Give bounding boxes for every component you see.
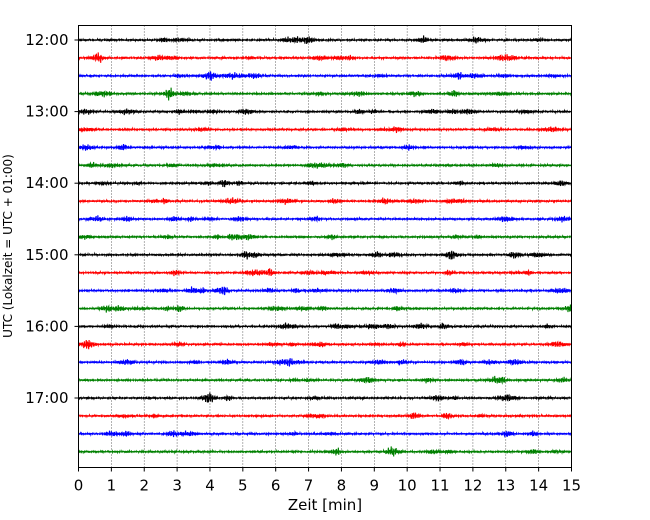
trace-line xyxy=(78,304,573,313)
trace-line xyxy=(77,144,572,152)
trace-line xyxy=(77,108,572,116)
x-tick-label: 13 xyxy=(496,477,515,495)
x-tick-label: 3 xyxy=(172,477,182,495)
trace-line xyxy=(78,161,573,169)
trace-line xyxy=(77,412,572,421)
trace-line xyxy=(78,35,572,45)
trace-line xyxy=(78,322,572,331)
x-tick-label: 14 xyxy=(529,477,548,495)
x-tick-label: 9 xyxy=(370,477,380,495)
trace-line xyxy=(78,71,572,81)
plot-frame xyxy=(78,25,572,468)
trace-line xyxy=(78,250,572,260)
x-axis-ticks: 0 1 2 3 4 5 6 7 8 9 10 11 12 13 14 15 xyxy=(74,467,581,495)
trace-line xyxy=(78,286,573,296)
y-tick-label: 13:00 xyxy=(25,103,68,121)
grid-lines xyxy=(111,25,539,468)
x-tick-label: 12 xyxy=(463,477,482,495)
trace-line xyxy=(78,429,572,439)
trace-line xyxy=(78,392,572,403)
x-tick-label: 8 xyxy=(337,477,347,495)
x-tick-label: 1 xyxy=(107,477,117,495)
y-tick-label: 16:00 xyxy=(25,317,68,335)
y-axis-ticks: 12:00 13:00 14:00 15:00 16:00 17:00 xyxy=(25,31,79,407)
x-tick-label: 2 xyxy=(139,477,149,495)
y-axis-label: UTC (Lokalzeit = UTC + 01:00) xyxy=(1,154,15,338)
x-tick-label: 6 xyxy=(271,477,281,495)
trace-line xyxy=(78,268,572,277)
x-axis-label: Zeit [min] xyxy=(288,496,362,514)
x-tick-label: 4 xyxy=(205,477,215,495)
trace-line xyxy=(78,358,572,367)
y-tick-label: 15:00 xyxy=(25,246,68,264)
trace-line xyxy=(77,233,572,241)
trace-line xyxy=(78,52,573,63)
x-tick-label: 0 xyxy=(74,477,84,495)
trace-line xyxy=(78,179,572,188)
x-tick-label: 5 xyxy=(238,477,248,495)
trace-lines xyxy=(77,35,573,457)
y-tick-label: 17:00 xyxy=(25,389,68,407)
y-tick-label: 12:00 xyxy=(25,31,68,49)
trace-line xyxy=(78,215,573,223)
y-tick-label: 14:00 xyxy=(25,174,68,192)
trace-line xyxy=(78,87,572,101)
trace-line xyxy=(78,375,572,385)
trace-line xyxy=(78,446,573,457)
trace-line xyxy=(77,126,572,134)
x-tick-label: 11 xyxy=(430,477,449,495)
x-tick-label: 7 xyxy=(304,477,314,495)
x-tick-label: 10 xyxy=(398,477,417,495)
trace-line xyxy=(77,339,572,350)
trace-line xyxy=(77,197,572,205)
x-tick-label: 15 xyxy=(562,477,581,495)
